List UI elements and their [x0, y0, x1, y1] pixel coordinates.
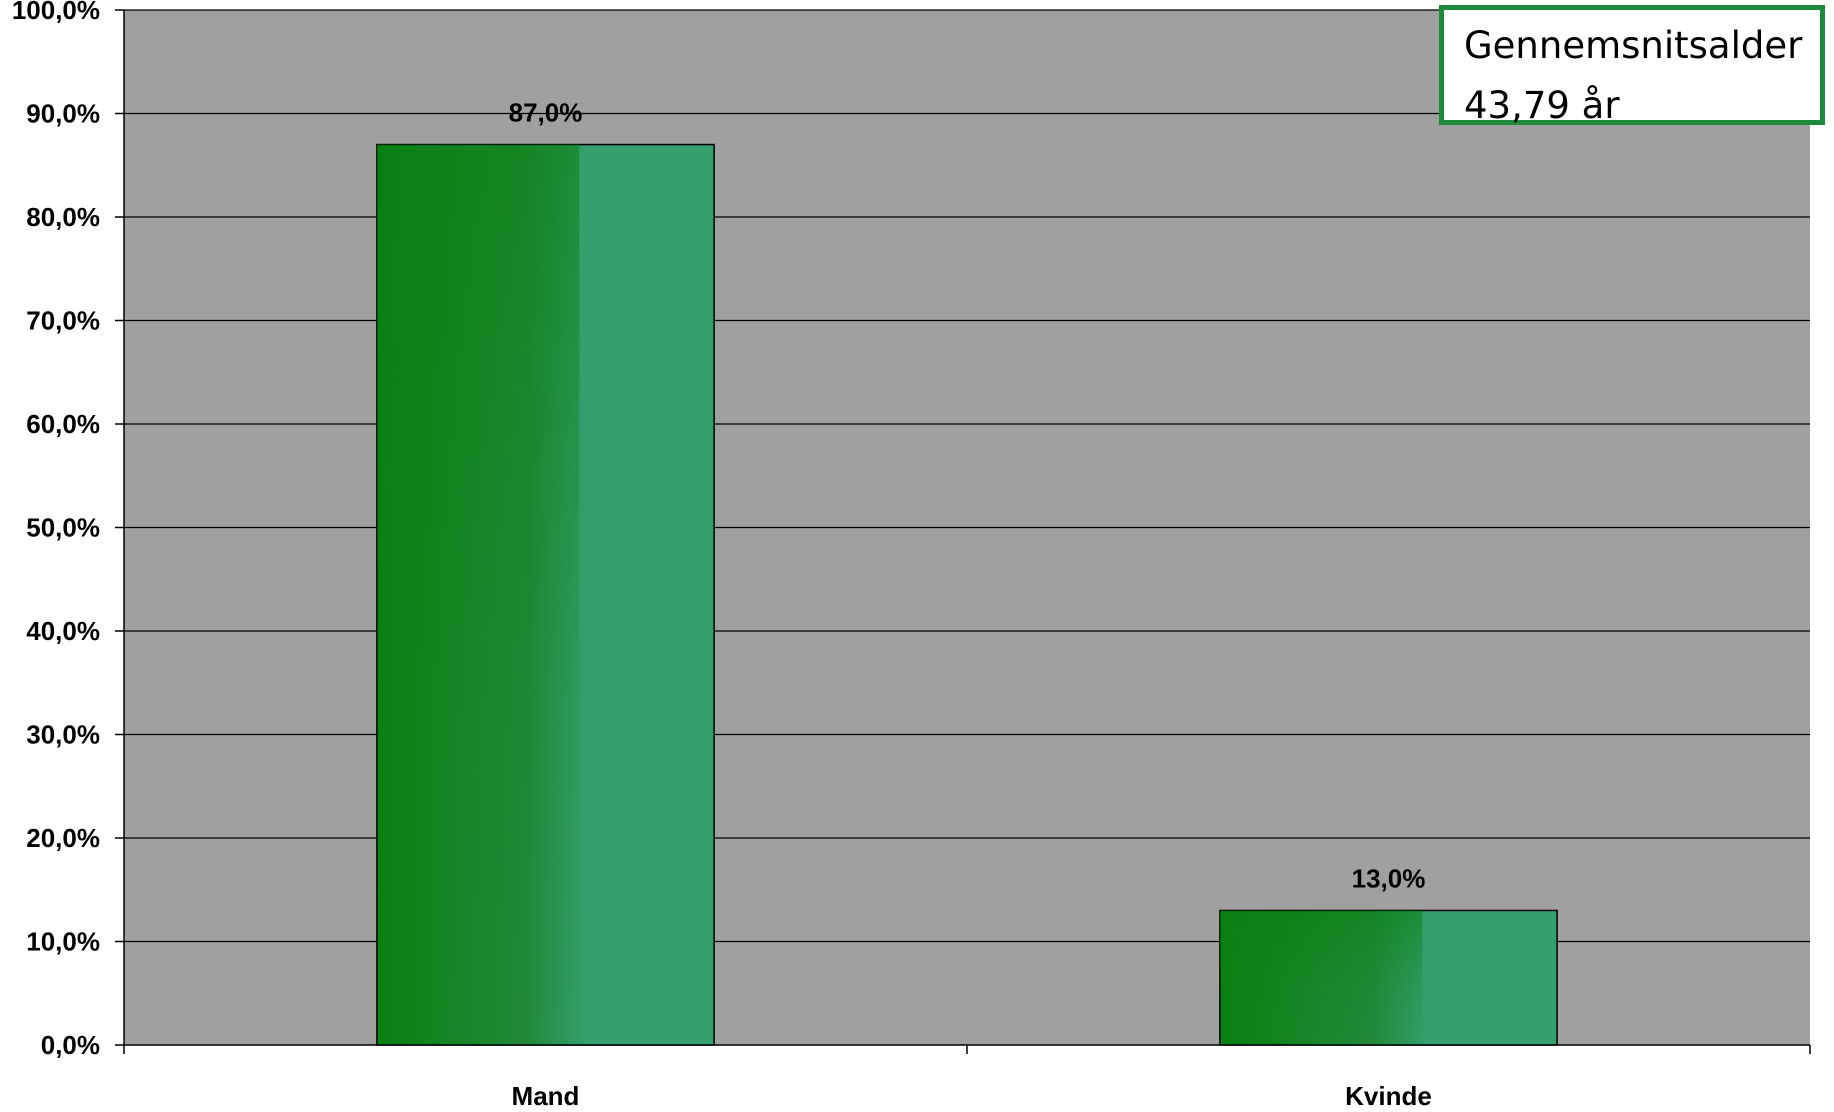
- y-tick-label: 60,0%: [26, 409, 100, 439]
- x-tick-label: Mand: [512, 1081, 580, 1111]
- y-tick-label: 10,0%: [26, 927, 100, 957]
- y-tick-label: 50,0%: [26, 513, 100, 543]
- data-label: 13,0%: [1352, 863, 1426, 893]
- y-tick-label: 70,0%: [26, 306, 100, 336]
- average-age-box: Gennemsnitsalder 43,79 år: [1439, 5, 1825, 127]
- y-tick-label: 0,0%: [41, 1030, 100, 1060]
- x-tick-label: Kvinde: [1345, 1081, 1432, 1111]
- y-tick-label: 30,0%: [26, 720, 100, 750]
- y-tick-label: 100,0%: [12, 0, 100, 25]
- x-axis-ticks: Mand Kvinde: [123, 1045, 1811, 1111]
- data-label: 87,0%: [509, 98, 583, 128]
- y-tick-label: 20,0%: [26, 823, 100, 853]
- average-age-title: Gennemsnitsalder: [1464, 24, 1803, 67]
- y-tick-label: 40,0%: [26, 616, 100, 646]
- y-tick-label: 80,0%: [26, 202, 100, 232]
- bar-shading: [1219, 910, 1423, 1045]
- average-age-value: 43,79 år: [1464, 84, 1620, 127]
- bar-shading: [376, 144, 580, 1046]
- bars: 87,0% 13,0%: [376, 98, 1558, 1046]
- y-tick-label: 90,0%: [26, 99, 100, 129]
- y-axis-ticks: 0,0% 10,0% 20,0% 30,0% 40,0% 50,0% 60,0% 70,0% 8…: [12, 0, 124, 1060]
